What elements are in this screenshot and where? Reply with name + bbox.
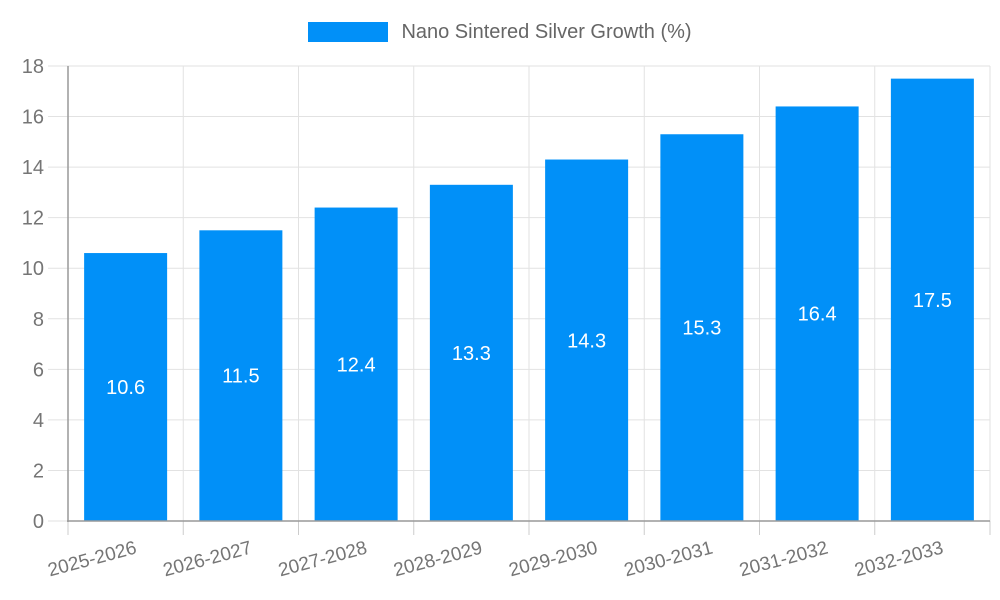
y-axis-tick-label: 18 [22, 56, 44, 78]
y-axis-tick-label: 12 [22, 208, 44, 230]
y-axis-tick-label: 6 [33, 359, 44, 381]
x-axis-tick-label: 2029-2030 [507, 538, 600, 582]
y-axis-tick-label: 2 [33, 460, 44, 482]
bar[interactable] [84, 253, 168, 522]
legend-label: Nano Sintered Silver Growth (%) [401, 21, 692, 43]
x-axis-tick-label: 2032-2033 [852, 538, 945, 582]
x-axis-tick-label: 2031-2032 [737, 538, 830, 582]
bar-value-label: 17.5 [913, 290, 952, 312]
y-axis-tick-label: 14 [22, 157, 44, 179]
x-axis-tick-label: 2030-2031 [622, 538, 715, 582]
bar-value-label: 14.3 [567, 330, 606, 352]
bar-value-label: 12.4 [337, 354, 376, 376]
y-axis-tick-label: 16 [22, 107, 44, 129]
bar[interactable] [199, 230, 283, 522]
x-axis-tick-label: 2026-2027 [161, 538, 254, 582]
legend: Nano Sintered Silver Growth (%) [0, 20, 1000, 44]
y-axis-tick-label: 8 [33, 309, 44, 331]
x-axis-tick-label: 2025-2026 [46, 538, 139, 582]
bar[interactable] [545, 159, 629, 521]
x-axis-tick-label: 2027-2028 [276, 538, 369, 582]
legend-swatch [308, 22, 389, 42]
y-axis-tick-label: 10 [22, 258, 44, 280]
bar[interactable] [890, 78, 974, 521]
y-axis-tick-label: 0 [33, 511, 44, 533]
bar-value-label: 11.5 [222, 366, 259, 388]
bar[interactable] [660, 134, 744, 521]
bar[interactable] [429, 184, 513, 522]
bar-value-label: 13.3 [452, 343, 491, 365]
bar[interactable] [775, 106, 859, 521]
x-axis-tick-label: 2028-2029 [391, 538, 484, 582]
legend-item[interactable]: Nano Sintered Silver Growth (%) [308, 20, 692, 44]
bar-value-label: 16.4 [798, 304, 837, 326]
bar-value-label: 10.6 [106, 377, 145, 399]
y-axis-tick-label: 4 [33, 410, 44, 432]
bar-value-label: 15.3 [682, 318, 721, 340]
bar[interactable] [314, 207, 398, 522]
